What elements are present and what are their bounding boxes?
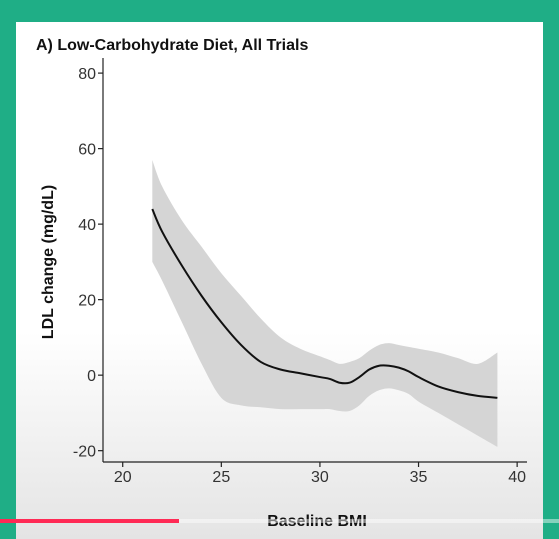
chart-title: A) Low-Carbohydrate Diet, All Trials	[36, 37, 308, 54]
y-tick-label: 40	[78, 217, 96, 234]
y-axis-label: LDL change (mg/dL)	[40, 185, 57, 339]
y-tick-label: 0	[87, 368, 96, 385]
chart-panel	[16, 22, 543, 539]
y-tick-label: 20	[78, 293, 96, 310]
x-axis-label: Baseline BMI	[267, 513, 367, 530]
x-tick-label: 40	[508, 469, 526, 486]
x-tick-label: 35	[410, 469, 428, 486]
video-progress-fill	[0, 519, 179, 523]
line-layer	[151, 208, 498, 399]
y-tick-label: 80	[78, 66, 96, 83]
x-tick-label: 30	[311, 469, 329, 486]
series-line-0	[151, 208, 498, 399]
tick-layer: -20 0 20 40 60 80 20 25 30 35 40	[73, 66, 526, 486]
y-tick-label: 60	[78, 142, 96, 159]
y-tick-label: -20	[73, 444, 96, 461]
x-tick-label: 20	[114, 469, 132, 486]
ci-band-0	[152, 159, 498, 447]
video-progress-track[interactable]	[0, 519, 559, 523]
ci-band-layer	[152, 159, 498, 447]
axis-layer	[102, 58, 527, 463]
x-tick-label: 25	[212, 469, 230, 486]
